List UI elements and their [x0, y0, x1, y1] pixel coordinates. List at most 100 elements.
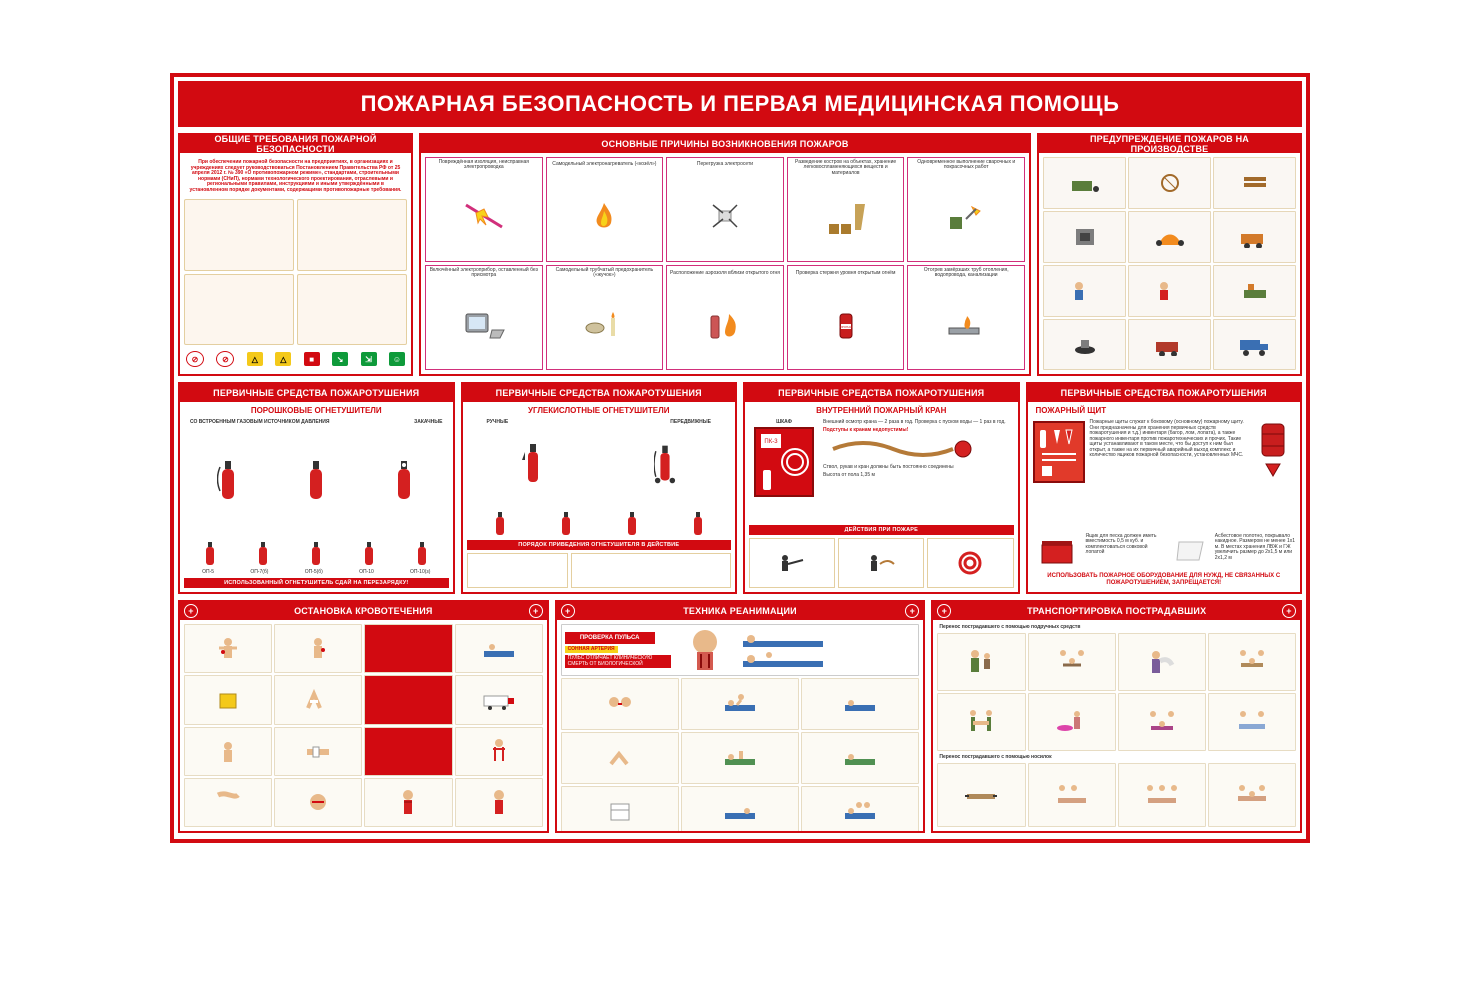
- firstaid-illustration: [455, 727, 543, 776]
- col-label: ПЕРЕДВИЖНЫЕ: [670, 420, 711, 426]
- cause-cell: Расположение аэрозоля вблизи открытого о…: [666, 265, 784, 370]
- footer-band: ДЕЙСТВИЯ ПРИ ПОЖАРЕ: [749, 525, 1014, 535]
- firstaid-illustration: [1118, 633, 1206, 691]
- firstaid-illustration: [274, 675, 362, 724]
- water-barrel-icon: [1258, 420, 1288, 460]
- cause-cell: Отогрев замёрзших труб отопления, водопр…: [907, 265, 1025, 370]
- neck-anatomy-icon: [675, 628, 735, 672]
- prevention-illustration: [1213, 319, 1296, 371]
- firstaid-illustration: [1028, 763, 1116, 827]
- svg-text:ПРОПАН: ПРОПАН: [839, 325, 852, 329]
- firstaid-illustration: [274, 624, 362, 673]
- fire-cloth-icon: [1175, 538, 1207, 564]
- firstaid-illustration: [561, 678, 679, 730]
- overload-socket-icon: [669, 172, 781, 259]
- warning-sign-icon: △: [275, 352, 291, 366]
- panel-title: ПЕРВИЧНЫЕ СРЕДСТВА ПОЖАРОТУШЕНИЯ: [180, 384, 453, 402]
- prohibition-sign-icon: ⊘: [186, 351, 204, 367]
- cause-cell: Самодельный электронагреватель («козёл»): [546, 157, 664, 262]
- hose-reel-icon: [958, 551, 982, 575]
- prevention-illustration: [1043, 319, 1126, 371]
- prohibition-sign-icon: ⊘: [216, 351, 234, 367]
- panel-title: ОСНОВНЫЕ ПРИЧИНЫ ВОЗНИКНОВЕНИЯ ПОЖАРОВ: [421, 135, 1029, 153]
- first-aid-cross-icon: +: [905, 604, 919, 618]
- firstaid-illustration: [184, 624, 272, 673]
- cause-cell: Включённый электроприбор, оставленный бе…: [425, 265, 543, 370]
- main-title: ПОЖАРНАЯ БЕЗОПАСНОСТЬ И ПЕРВАЯ МЕДИЦИНСК…: [178, 81, 1302, 127]
- fire-sign-icon: ■: [304, 352, 320, 366]
- firstaid-illustration: [1028, 693, 1116, 751]
- panel-title: + ТЕХНИКА РЕАНИМАЦИИ +: [557, 602, 924, 620]
- evacuation-sign-icon: ⇲: [361, 352, 377, 366]
- lying-person-icon: [739, 631, 916, 649]
- panel-fire-shield: ПЕРВИЧНЫЕ СРЕДСТВА ПОЖАРОТУШЕНИЯ ПОЖАРНЫ…: [1026, 382, 1303, 594]
- panel-victim-transport: + ТРАНСПОРТИРОВКА ПОСТРАДАВШИХ + Перенос…: [931, 600, 1302, 833]
- welding-paint-icon: [910, 173, 1022, 260]
- firstaid-illustration: [1028, 633, 1116, 691]
- cause-label: Повреждённая изоляция, неисправная элект…: [428, 160, 540, 171]
- hydrant-note: Ствол, рукав и кран должны быть постоянн…: [823, 465, 1014, 471]
- sub-title: УГЛЕКИСЛОТНЫЕ ОГНЕТУШИТЕЛИ: [467, 406, 732, 415]
- causes-grid: Повреждённая изоляция, неисправная элект…: [425, 157, 1025, 370]
- panel-title: ПЕРВИЧНЫЕ СРЕДСТВА ПОЖАРОТУШЕНИЯ: [745, 384, 1018, 402]
- firstaid-illustration: [937, 763, 1025, 827]
- firstaid-illustration: [184, 778, 272, 827]
- firstaid-illustration: [937, 693, 1025, 751]
- panel-title: ПЕРВИЧНЫЕ СРЕДСТВА ПОЖАРОТУШЕНИЯ: [1028, 384, 1301, 402]
- cause-label: Разведение костров на объектах, хранение…: [790, 160, 902, 176]
- tv-iron-icon: [428, 281, 540, 368]
- extinguisher-model-icon: [625, 511, 639, 537]
- extinguisher-model-icon: [362, 541, 376, 567]
- firstaid-illustration: [455, 675, 543, 724]
- hose-valve-icon: [823, 435, 1014, 463]
- model-label: ОП-5(б): [305, 570, 323, 576]
- hydrant-note: Высота от пола 1,35 м: [823, 473, 1014, 479]
- wiring-spark-icon: [428, 173, 540, 260]
- prevention-illustration: [1128, 265, 1211, 317]
- panel-title-text: ТРАНСПОРТИРОВКА ПОСТРАДАВШИХ: [1027, 606, 1206, 616]
- panel-powder-extinguishers: ПЕРВИЧНЫЕ СРЕДСТВА ПОЖАРОТУШЕНИЯ ПОРОШКО…: [178, 382, 455, 594]
- sandbox-text: Ящик для песка должен иметь вместимость …: [1086, 534, 1167, 568]
- hydrant-note: Подступы к кранам недопустимы!: [823, 428, 1014, 434]
- cause-label: Одновременное выполнение сварочных и пок…: [910, 160, 1022, 171]
- fire-bucket-icon: [1264, 462, 1282, 478]
- row-1: ОБЩИЕ ТРЕБОВАНИЯ ПОЖАРНОЙ БЕЗОПАСНОСТИ П…: [178, 133, 1302, 376]
- shield-text: Пожарные щиты служат к боковому (основно…: [1090, 420, 1247, 459]
- extinguisher-model-icon: [256, 541, 270, 567]
- panel-reanimation: + ТЕХНИКА РЕАНИМАЦИИ + ПРОВЕРКА ПУЛЬСА С…: [555, 600, 926, 833]
- cause-cell: Самодельный трубчатый предохранитель («ж…: [546, 265, 664, 370]
- fire-cabinet-icon: ПК-3: [753, 426, 815, 498]
- barrels-crane-icon: [790, 178, 902, 259]
- firstaid-illustration: [1118, 763, 1206, 827]
- extinguisher-model-icon: [309, 541, 323, 567]
- prevention-illustration: [1128, 157, 1211, 209]
- cause-cell: Перегрузка электросети: [666, 157, 784, 262]
- prevention-illustration: [1128, 211, 1211, 263]
- firefighter-icon: [866, 552, 896, 574]
- firstaid-illustration: [1208, 633, 1296, 691]
- col-label: ЗАКАЧНЫЕ: [414, 420, 442, 426]
- panel-fire-prevention: ПРЕДУПРЕЖДЕНИЕ ПОЖАРОВ НА ПРОИЗВОДСТВЕ: [1037, 133, 1302, 376]
- firstaid-illustration: [561, 732, 679, 784]
- panel-title: ОБЩИЕ ТРЕБОВАНИЯ ПОЖАРНОЙ БЕЗОПАСНОСТИ: [180, 135, 411, 153]
- extinguisher-model-icon: [559, 511, 573, 537]
- firstaid-illustration: [561, 786, 679, 831]
- row-3: + ОСТАНОВКА КРОВОТЕЧЕНИЯ +: [178, 600, 1302, 833]
- panel-fire-hydrant: ПЕРВИЧНЫЕ СРЕДСТВА ПОЖАРОТУШЕНИЯ ВНУТРЕН…: [743, 382, 1020, 594]
- panel-title-text: ТЕХНИКА РЕАНИМАЦИИ: [683, 606, 797, 616]
- hydrant-note: Внешний осмотр крана — 2 раза в год. Про…: [823, 420, 1014, 426]
- firstaid-illustration: [364, 624, 452, 673]
- first-aid-cross-icon: +: [561, 604, 575, 618]
- prevention-illustration: [1043, 265, 1126, 317]
- reqs-cell: [184, 274, 294, 346]
- warning-sign-icon: △: [247, 352, 263, 366]
- model-label: ОП-10: [359, 570, 374, 576]
- firstaid-illustration: [681, 732, 799, 784]
- panel-title: + ОСТАНОВКА КРОВОТЕЧЕНИЯ +: [180, 602, 547, 620]
- model-label: ОП-7(б): [250, 570, 268, 576]
- cause-label: Перегрузка электросети: [697, 160, 753, 170]
- prevention-illustration: [1043, 157, 1126, 209]
- gas-cylinder-icon: ПРОПАН: [790, 280, 902, 367]
- cause-cell: Повреждённая изоляция, неисправная элект…: [425, 157, 543, 262]
- model-label: ОП-5: [202, 570, 214, 576]
